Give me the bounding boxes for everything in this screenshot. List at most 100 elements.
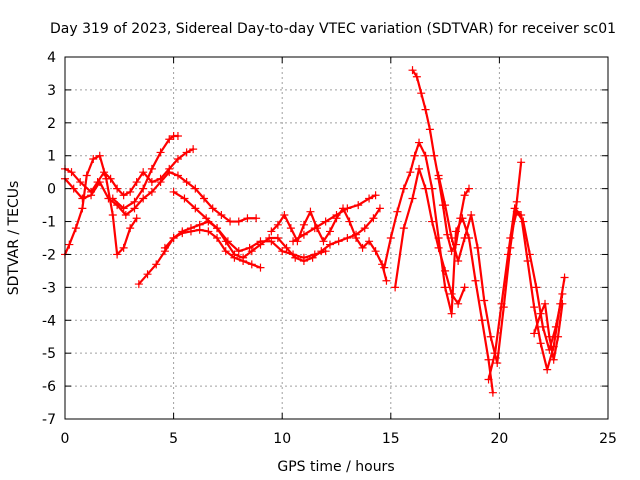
data-point	[371, 247, 380, 256]
data-point	[497, 299, 506, 308]
x-tick-label: 0	[61, 431, 70, 447]
data-point	[369, 214, 378, 223]
data-point	[554, 332, 563, 341]
data-point	[454, 299, 463, 308]
x-tick-label: 5	[169, 431, 178, 447]
data-series	[391, 164, 469, 308]
data-point	[213, 224, 222, 233]
data-point	[95, 151, 104, 160]
data-point	[425, 125, 434, 134]
data-point	[252, 214, 261, 223]
data-point	[532, 283, 541, 292]
series-trace	[411, 69, 471, 253]
data-point	[71, 224, 80, 233]
data-point	[299, 257, 308, 266]
data-point	[160, 243, 169, 252]
data-point	[226, 217, 235, 226]
data-point	[147, 187, 156, 196]
data-point	[119, 204, 128, 213]
data-point	[428, 217, 437, 226]
data-point	[243, 214, 252, 223]
data-point	[82, 171, 91, 180]
data-point	[147, 164, 156, 173]
y-tick-label: -5	[42, 346, 56, 362]
data-point	[467, 210, 476, 219]
data-point	[247, 247, 256, 256]
data-series	[530, 299, 567, 364]
data-point	[560, 273, 569, 282]
data-series	[108, 131, 182, 213]
data-point	[536, 339, 545, 348]
data-point	[530, 303, 539, 312]
data-point	[460, 191, 469, 200]
data-point	[217, 210, 226, 219]
data-point	[441, 266, 450, 275]
data-point	[239, 253, 248, 262]
data-point	[415, 138, 424, 147]
data-point	[213, 234, 222, 242]
data-point	[221, 247, 230, 256]
data-point	[173, 131, 182, 140]
data-point	[473, 243, 482, 252]
data-point	[234, 247, 243, 256]
data-point	[464, 184, 473, 193]
data-point	[180, 194, 189, 203]
data-point	[486, 332, 495, 341]
data-point	[415, 164, 424, 173]
data-point	[208, 204, 217, 213]
x-tick-label: 25	[599, 431, 617, 447]
data-point	[408, 194, 417, 203]
data-point	[165, 135, 174, 144]
data-point	[289, 237, 298, 246]
data-point	[152, 260, 161, 269]
data-point	[195, 220, 204, 229]
data-point	[375, 204, 384, 213]
data-point	[412, 72, 421, 81]
data-point	[126, 187, 135, 196]
data-point	[558, 289, 567, 298]
data-point	[382, 276, 391, 285]
data-point	[447, 309, 456, 318]
data-point	[478, 316, 487, 325]
data-point	[421, 184, 430, 193]
data-point	[343, 204, 352, 213]
data-point	[386, 234, 395, 242]
data-point	[310, 224, 319, 233]
data-point	[410, 151, 419, 160]
y-axis-label: SDTVAR / TECUs	[6, 181, 22, 296]
data-point	[126, 224, 135, 233]
data-point	[484, 375, 493, 384]
y-tick-label: 4	[47, 50, 56, 66]
data-point	[247, 260, 256, 269]
data-point	[130, 197, 139, 206]
data-point	[108, 210, 117, 219]
data-point	[399, 184, 408, 193]
data-point	[156, 178, 165, 187]
data-series	[61, 168, 261, 226]
data-point	[76, 178, 85, 187]
plot-frame	[64, 56, 609, 420]
data-point	[536, 309, 545, 318]
series-trace	[63, 154, 138, 256]
data-point	[147, 178, 156, 187]
data-point	[519, 217, 528, 226]
data-point	[132, 214, 141, 223]
data-point	[267, 227, 276, 236]
series-trace	[437, 161, 523, 365]
data-point	[421, 105, 430, 114]
data-point	[543, 365, 552, 374]
data-point	[441, 283, 450, 292]
data-point	[319, 237, 328, 246]
data-point	[460, 283, 469, 292]
data-point	[484, 355, 493, 364]
data-series	[506, 207, 567, 354]
data-point	[317, 247, 326, 256]
data-point	[139, 194, 148, 203]
data-point	[393, 207, 402, 216]
data-point	[352, 234, 361, 242]
data-point	[447, 289, 456, 298]
data-point	[506, 234, 515, 242]
data-point	[134, 280, 143, 289]
data-point	[113, 184, 122, 193]
data-point	[256, 263, 265, 272]
